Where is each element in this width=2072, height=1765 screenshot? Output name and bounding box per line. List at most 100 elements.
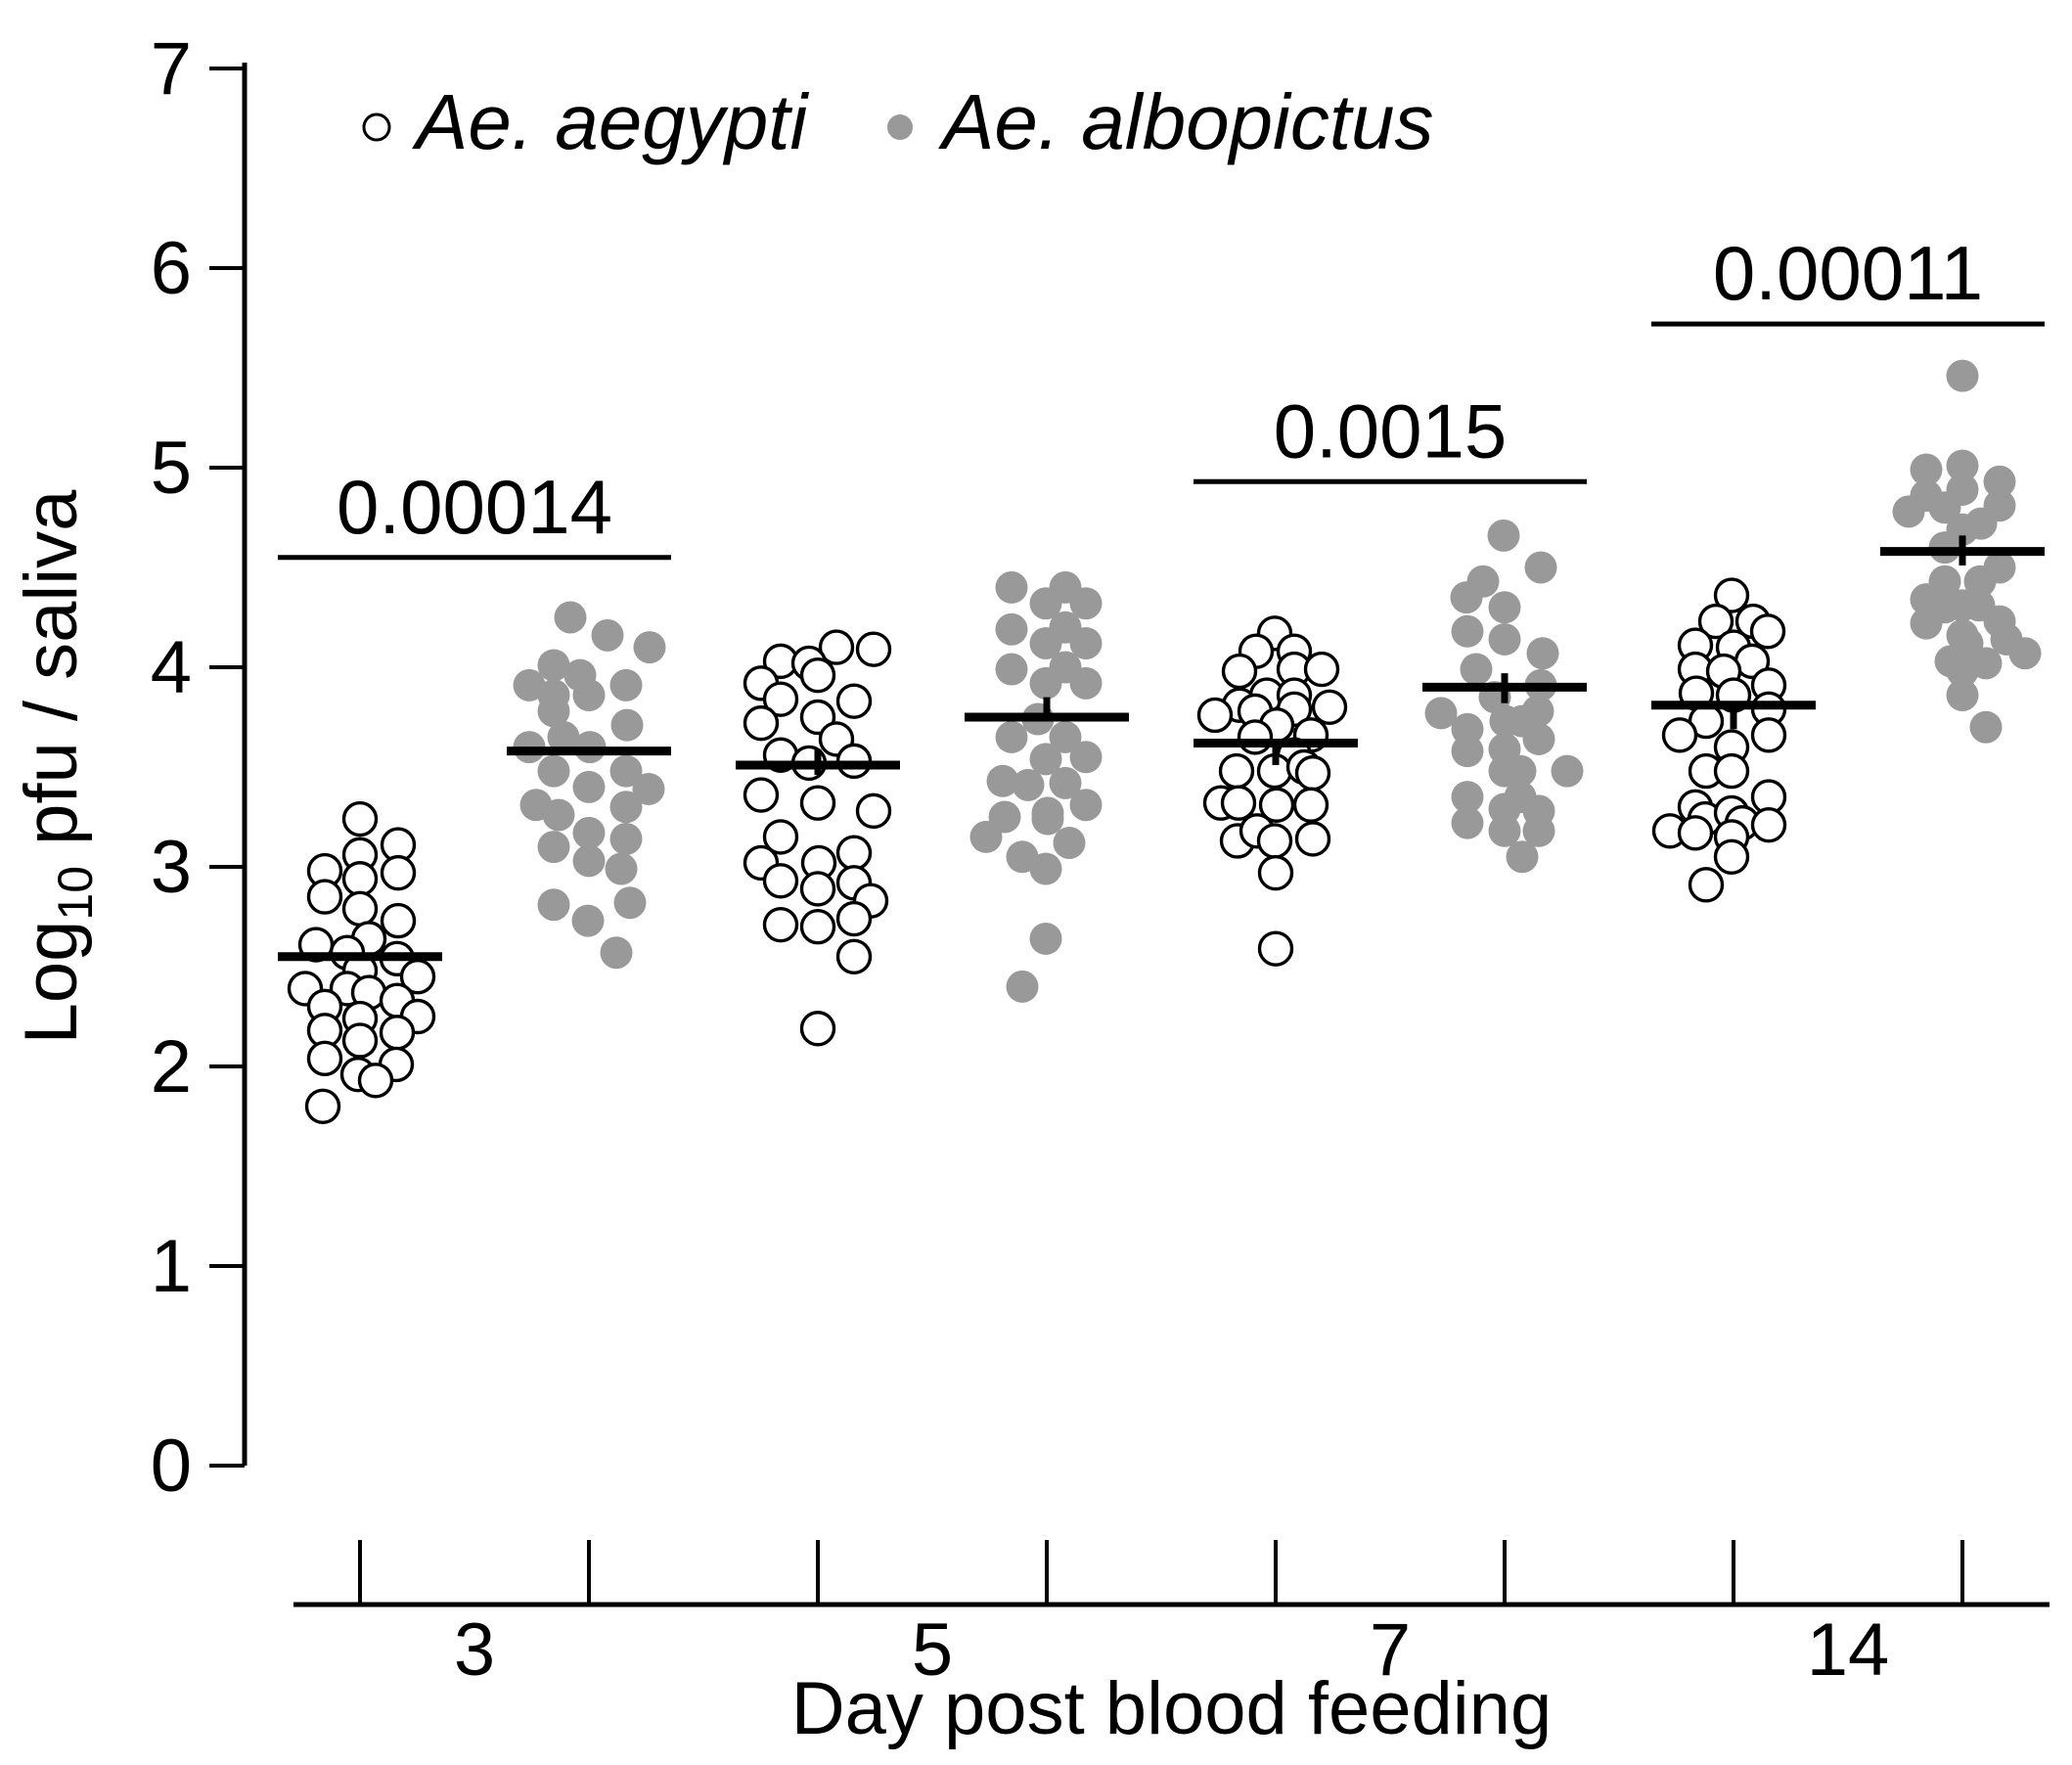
group-day3-albopictus bbox=[507, 601, 671, 970]
data-point bbox=[1069, 741, 1103, 774]
data-point bbox=[799, 909, 836, 945]
data-point bbox=[799, 871, 836, 907]
x-tick-label: 14 bbox=[1807, 1608, 1890, 1692]
data-point bbox=[341, 890, 379, 928]
data-point bbox=[743, 704, 780, 742]
group-day7-aegypti bbox=[1194, 615, 1358, 967]
data-point bbox=[1506, 840, 1539, 874]
data-point bbox=[1069, 789, 1103, 822]
data-point bbox=[591, 618, 624, 652]
data-point bbox=[855, 631, 892, 667]
data-point bbox=[762, 819, 799, 855]
y-tick-label: 3 bbox=[151, 826, 192, 909]
group-day5-albopictus bbox=[965, 570, 1129, 1003]
data-point bbox=[542, 798, 575, 832]
y-tick-label: 7 bbox=[151, 27, 192, 111]
data-point bbox=[554, 601, 587, 634]
y-tick-label: 0 bbox=[151, 1425, 192, 1508]
data-point bbox=[1220, 785, 1257, 821]
legend-label: Ae. aegypti bbox=[412, 78, 810, 165]
y-axis-title: Log10 pfu / saliva bbox=[10, 489, 103, 1045]
data-point bbox=[1487, 519, 1520, 552]
data-point bbox=[341, 800, 379, 837]
data-point bbox=[1256, 823, 1293, 859]
data-point bbox=[1688, 867, 1725, 903]
data-point bbox=[1750, 806, 1787, 843]
data-point bbox=[1488, 622, 1521, 656]
data-point bbox=[537, 831, 570, 864]
data-point bbox=[1522, 814, 1555, 847]
legend: Ae. aegypti Ae. albopictus bbox=[362, 78, 1434, 165]
data-point bbox=[1294, 754, 1331, 792]
p-value-label: 0.00014 bbox=[337, 464, 612, 550]
data-point bbox=[1697, 603, 1734, 640]
data-point bbox=[537, 754, 570, 788]
data-point bbox=[1713, 577, 1750, 613]
data-point bbox=[1677, 815, 1714, 851]
data-point bbox=[547, 720, 580, 753]
data-point bbox=[799, 656, 836, 694]
data-point bbox=[537, 695, 570, 728]
p-value-label: 0.00011 bbox=[1713, 230, 1983, 316]
data-point bbox=[1488, 591, 1521, 624]
data-point bbox=[1029, 922, 1062, 955]
data-point bbox=[1292, 787, 1329, 823]
data-point bbox=[537, 888, 570, 922]
y-tick-label: 2 bbox=[151, 1025, 192, 1109]
data-point bbox=[743, 777, 780, 813]
data-point bbox=[572, 679, 606, 712]
data-point bbox=[1069, 666, 1103, 700]
data-point bbox=[1969, 710, 2003, 744]
data-point bbox=[799, 1011, 836, 1047]
data-point bbox=[762, 906, 799, 943]
data-point bbox=[1928, 491, 1961, 524]
data-point bbox=[1294, 821, 1331, 857]
data-point bbox=[1031, 802, 1064, 836]
data-point bbox=[1218, 752, 1255, 790]
data-point bbox=[306, 1040, 343, 1077]
data-point bbox=[1910, 607, 1943, 640]
legend-filled-circle-icon bbox=[887, 114, 913, 140]
data-point bbox=[1053, 827, 1086, 860]
data-point bbox=[1049, 720, 1082, 753]
data-point bbox=[855, 792, 892, 830]
data-point bbox=[1504, 754, 1537, 788]
data-point bbox=[835, 900, 873, 937]
data-point bbox=[1257, 854, 1294, 891]
data-point bbox=[1029, 743, 1062, 776]
group-day7-albopictus bbox=[1422, 519, 1587, 874]
data-point bbox=[1551, 754, 1584, 788]
data-point bbox=[1012, 768, 1045, 801]
data-point bbox=[613, 886, 647, 920]
data-point bbox=[986, 764, 1019, 797]
data-point bbox=[1196, 697, 1234, 734]
data-point bbox=[572, 816, 606, 849]
data-point bbox=[1424, 697, 1458, 730]
data-point bbox=[306, 879, 343, 915]
data-point bbox=[609, 668, 643, 701]
data-point bbox=[632, 772, 665, 805]
legend-open-circle-icon bbox=[362, 113, 391, 142]
data-point bbox=[379, 1015, 416, 1051]
data-point bbox=[1946, 359, 1979, 392]
data-point bbox=[537, 649, 570, 682]
data-point bbox=[1303, 651, 1340, 688]
data-point bbox=[1069, 627, 1103, 660]
data-point bbox=[1221, 653, 1258, 690]
y-tick-label: 6 bbox=[151, 227, 192, 310]
data-point bbox=[1451, 735, 1484, 768]
data-point bbox=[1450, 581, 1483, 614]
data-point bbox=[762, 863, 799, 899]
data-point bbox=[572, 770, 606, 803]
data-point bbox=[609, 822, 643, 855]
data-point bbox=[1946, 679, 1979, 712]
data-point bbox=[1460, 653, 1493, 686]
data-point bbox=[571, 904, 605, 937]
data-point bbox=[1029, 627, 1062, 660]
data-point bbox=[1258, 787, 1295, 823]
y-tick-label: 4 bbox=[151, 626, 192, 709]
group-day5-aegypti bbox=[736, 629, 900, 1047]
y-tick-label: 5 bbox=[151, 427, 192, 510]
data-point bbox=[633, 631, 666, 664]
